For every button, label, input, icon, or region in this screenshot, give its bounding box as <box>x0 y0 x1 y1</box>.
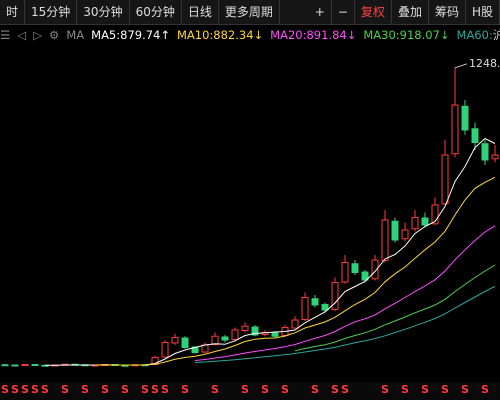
candle-body <box>491 154 499 160</box>
signal-label: S <box>341 383 349 396</box>
signal-label: S <box>401 383 409 396</box>
signal-label: S <box>11 383 19 396</box>
period-tab[interactable]: 30分钟 <box>77 0 130 24</box>
candle-body <box>21 364 29 366</box>
candle-body <box>411 217 419 230</box>
ma-legend: ☰ ◁ ▷ ⚙ MA MA5:879.74↑ MA10:882.34↓ MA20:8… <box>0 25 500 45</box>
candle-body <box>341 262 349 283</box>
candle-body <box>181 337 189 348</box>
candle-body <box>321 304 329 311</box>
candle-body <box>11 364 19 367</box>
icon-menu[interactable]: ☰ <box>0 28 11 42</box>
candle-body <box>391 220 399 241</box>
period-tab[interactable]: 15分钟 <box>25 0 78 24</box>
signal-label: S <box>81 383 89 396</box>
candle-body <box>351 263 359 273</box>
signal-label: S <box>121 383 129 396</box>
signal-label: S <box>331 383 339 396</box>
toolbar-button[interactable]: + <box>309 0 332 24</box>
signal-strip <box>0 382 500 400</box>
signal-label: S <box>211 383 219 396</box>
candle-body <box>461 105 469 131</box>
signal-label: S <box>481 383 489 396</box>
candle-body <box>451 104 459 155</box>
signal-label: S <box>381 383 389 396</box>
signal-label: S <box>181 383 189 396</box>
candle-body <box>401 229 409 240</box>
legend-entry: MA10:882.34↓ <box>177 28 264 42</box>
candle-body <box>441 154 449 205</box>
signal-label: S <box>311 383 319 396</box>
candle-body <box>161 342 169 358</box>
toolbar-button[interactable]: 复权 <box>355 0 392 24</box>
candle-body <box>251 326 259 336</box>
legend-entry: MA5:879.74↑ <box>91 28 170 42</box>
signal-label: S <box>61 383 69 396</box>
signal-label: S <box>261 383 269 396</box>
icon-settings[interactable]: ⚙ <box>49 28 60 42</box>
ma-line <box>194 225 496 361</box>
candle-body <box>371 259 379 280</box>
candle-body <box>291 319 299 329</box>
candle-body <box>311 298 319 306</box>
peak-leader <box>454 63 468 69</box>
ma-line <box>294 264 496 352</box>
signal-label: S <box>101 383 109 396</box>
icon-next[interactable]: ▷ <box>33 28 43 42</box>
candle-body <box>221 336 229 341</box>
candle-body <box>201 344 209 353</box>
signal-label: S <box>1 383 9 396</box>
toolbar-button[interactable]: − <box>332 0 355 24</box>
signal-label: S <box>281 383 289 396</box>
candle-body <box>471 128 479 143</box>
legend-entry: MA20:891.84↓ <box>270 28 357 42</box>
period-tab[interactable]: 更多周期 <box>219 0 280 24</box>
candle-body <box>331 282 339 310</box>
signal-label: S <box>41 383 49 396</box>
peak-label: 1248.7 <box>469 57 500 70</box>
toolbar: 时 15分钟 30分钟 60分钟 日线 更多周期 + − 复权 叠加 筹码 H股 <box>0 0 500 25</box>
icon-prev[interactable]: ◁ <box>17 28 27 42</box>
signal-label: S <box>151 383 159 396</box>
candle-body <box>421 217 429 226</box>
signal-label: S <box>241 383 249 396</box>
signal-label: S <box>31 383 39 396</box>
signal-label: S <box>441 383 449 396</box>
candle-body <box>1 364 9 367</box>
signal-label: S <box>421 383 429 396</box>
candle-body <box>271 332 279 337</box>
candle-body <box>431 204 439 225</box>
signal-label: S <box>161 383 169 396</box>
period-tab[interactable]: 日线 <box>182 0 219 24</box>
ma-line <box>194 285 496 363</box>
ma-line <box>45 137 496 366</box>
toolbar-button[interactable]: H股 <box>466 0 500 24</box>
candle-body <box>31 364 39 366</box>
toolbar-button[interactable]: 筹码 <box>429 0 466 24</box>
legend-entry: MA30:918.07↓ <box>363 28 450 42</box>
signal-label: S <box>21 383 29 396</box>
candle-body <box>361 271 369 281</box>
toolbar-button[interactable]: 叠加 <box>392 0 429 24</box>
candle-body <box>241 325 249 331</box>
legend-extra: 沪股通 <box>492 28 500 42</box>
legend-entry: MA60: <box>456 28 493 42</box>
candle-body <box>381 219 389 261</box>
candle-body <box>231 329 239 340</box>
signal-label: S <box>461 383 469 396</box>
ma-line <box>95 176 496 366</box>
candle-body <box>481 143 489 161</box>
signal-label: S <box>141 383 149 396</box>
candle-body <box>301 297 309 320</box>
legend-label: MA <box>66 28 85 42</box>
period-tab[interactable]: 60分钟 <box>130 0 182 24</box>
period-tab[interactable]: 时 <box>0 0 26 24</box>
candle-body <box>171 337 179 344</box>
candle-body <box>211 335 219 345</box>
